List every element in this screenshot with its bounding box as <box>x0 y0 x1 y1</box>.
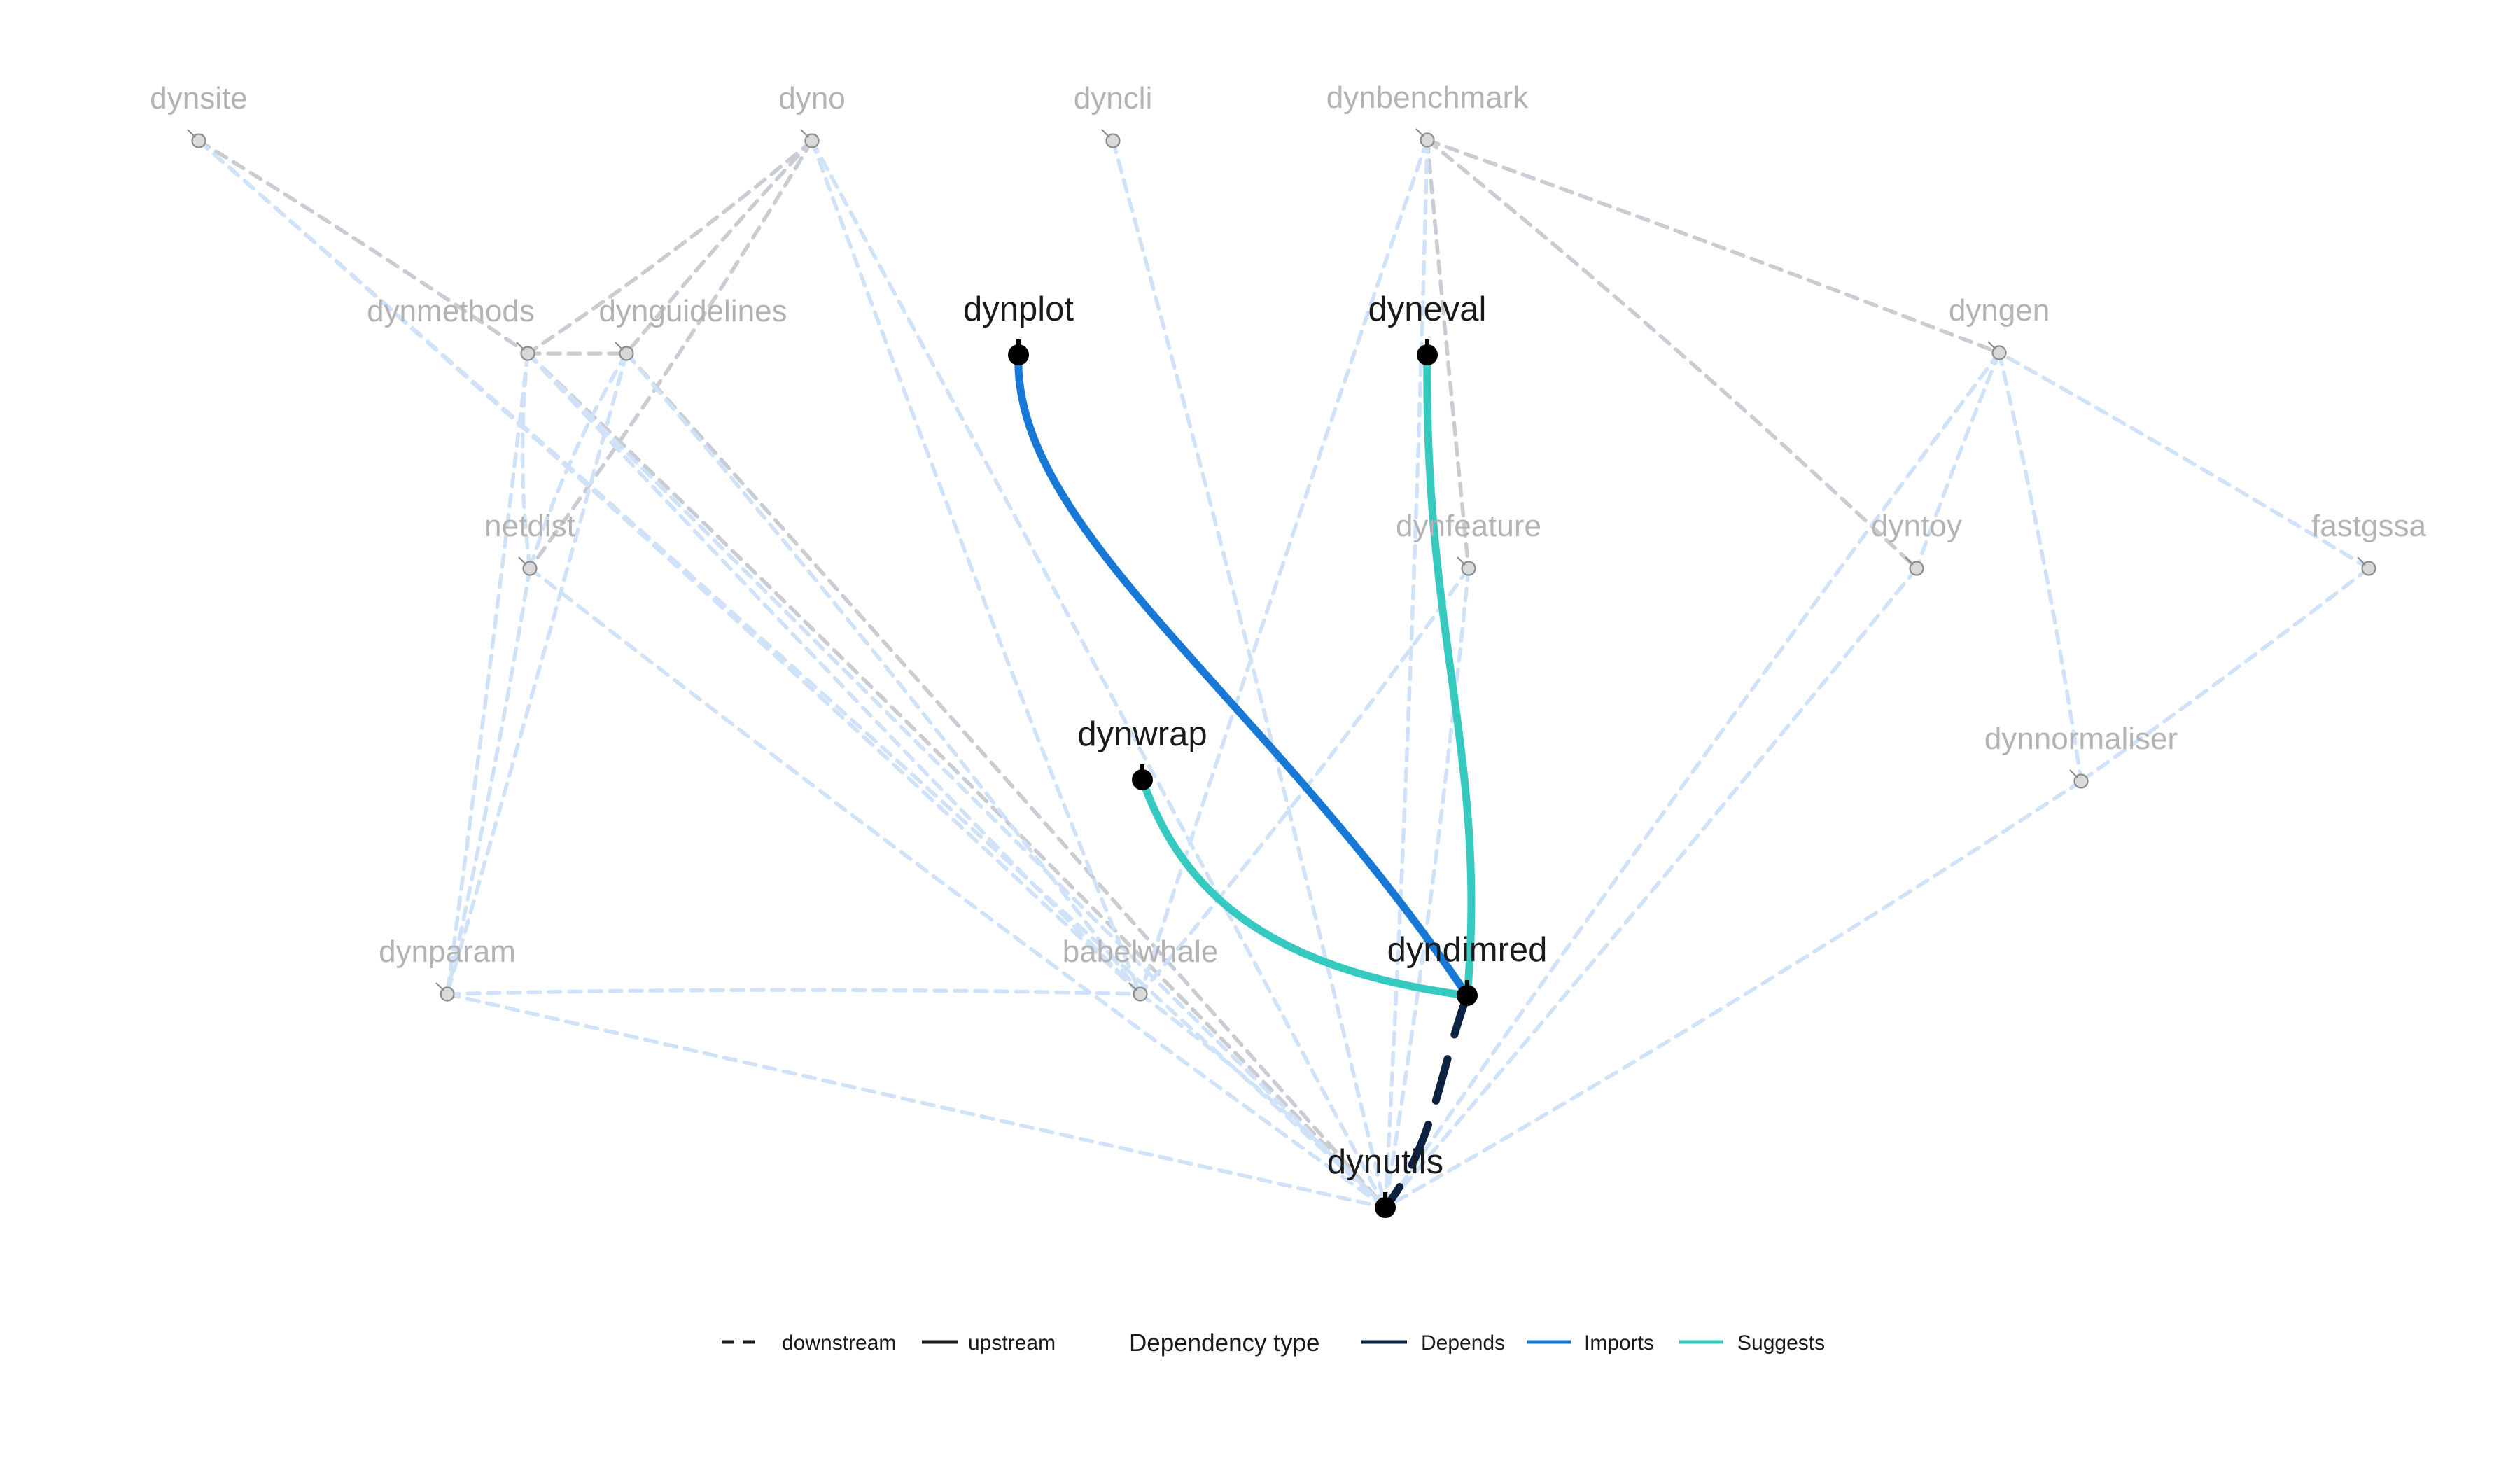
svg-text:downstream: downstream <box>782 1331 896 1354</box>
svg-text:Depends: Depends <box>1421 1331 1505 1354</box>
svg-text:Imports: Imports <box>1584 1331 1654 1354</box>
svg-text:Suggests: Suggests <box>1737 1331 1825 1354</box>
svg-text:upstream: upstream <box>968 1331 1056 1354</box>
svg-text:Dependency type: Dependency type <box>1129 1329 1320 1357</box>
